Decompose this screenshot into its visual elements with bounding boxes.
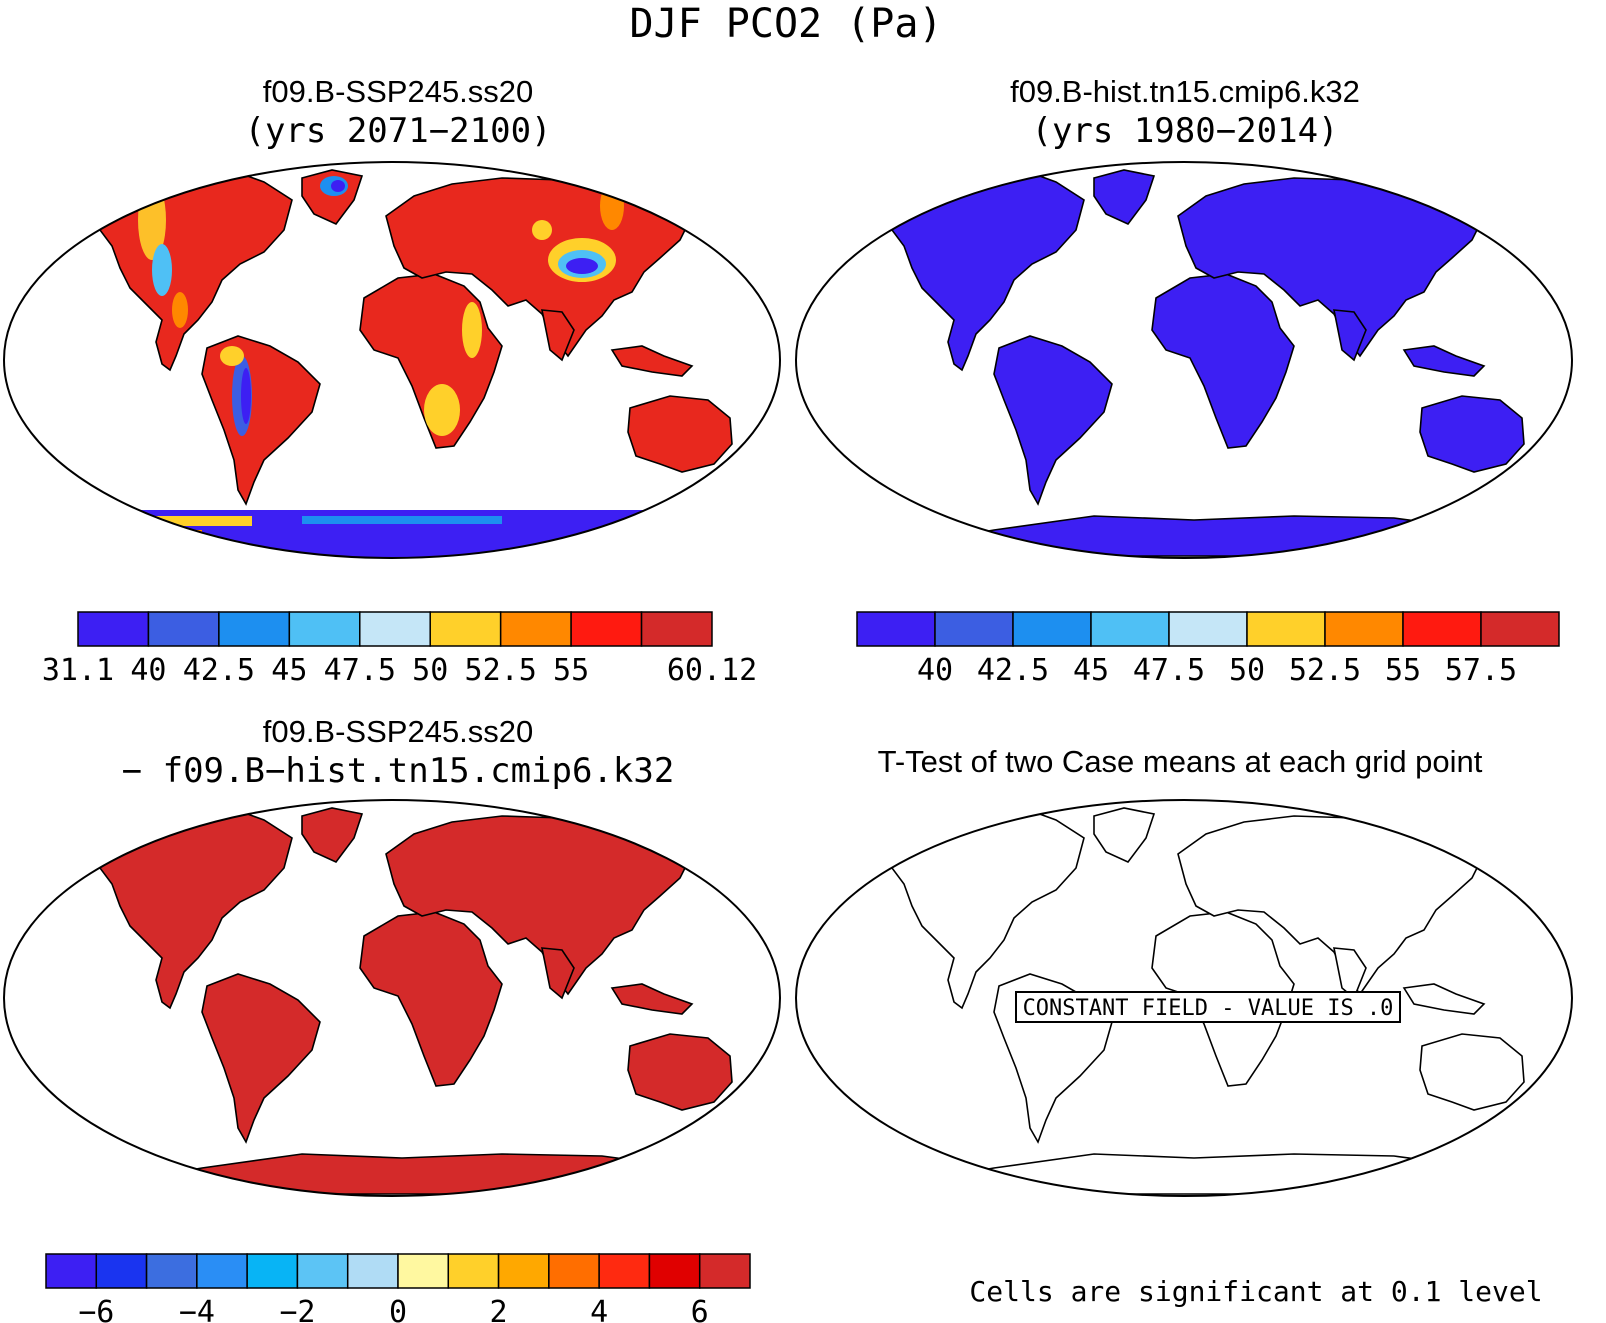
colorbar-swatch <box>934 611 1014 647</box>
panel-title: f09.B-hist.tn15.cmip6.k32 <box>1010 74 1360 109</box>
colorbar-swatch <box>397 1253 450 1289</box>
figure-title: DJF PCO2 (Pa) <box>629 1 942 47</box>
panel-case1: f09.B-SSP245.ss20 (yrs 2071−2100) <box>3 74 781 688</box>
colorbar-swatch <box>359 611 431 647</box>
colorbar-tick-label: 60.12 <box>667 653 757 688</box>
colorbar-case1: 31.1 40 42.5 45 47.5 50 52.5 55 60.12 <box>42 611 757 688</box>
colorbar-swatch <box>1168 611 1248 647</box>
colorbar-tick-label: 50 <box>412 653 448 688</box>
colorbar-case2: 40 42.5 45 47.5 50 52.5 55 57.5 <box>856 611 1560 688</box>
map-case2 <box>795 161 1573 559</box>
map-case1 <box>3 161 781 559</box>
colorbar-swatch <box>698 1253 751 1289</box>
colorbar-swatch <box>95 1253 148 1289</box>
colorbar-swatch <box>45 1253 98 1289</box>
constant-field-box <box>1015 991 1401 1023</box>
colorbar-tick-label: 0 <box>389 1295 407 1323</box>
colorbar-swatch <box>346 1253 399 1289</box>
colorbar-swatch <box>288 611 361 647</box>
constant-field-label: CONSTANT FIELD - VALUE IS .0 <box>1023 996 1394 1021</box>
map-difference <box>3 799 781 1197</box>
colorbar-tick-label: 45 <box>1073 653 1109 688</box>
panel-subtitle: − f09.B−hist.tn15.cmip6.k32 <box>122 751 675 791</box>
colorbar-tick-label: 6 <box>691 1295 709 1323</box>
panel-title: T-Test of two Case means at each grid po… <box>878 744 1483 779</box>
colorbar-swatch <box>447 1253 500 1289</box>
colorbar-swatch <box>1402 611 1482 647</box>
panel-title: f09.B-SSP245.ss20 <box>263 74 534 109</box>
colorbar-tick-label: 55 <box>553 653 589 688</box>
colorbar-tick-label: −4 <box>179 1295 215 1323</box>
panel-subtitle: (yrs 1980−2014) <box>1031 111 1338 151</box>
colorbar-tick-label: 57.5 <box>1445 653 1517 688</box>
colorbar-swatch <box>570 611 643 647</box>
colorbar-swatch <box>856 611 936 647</box>
colorbar-tick-label: 55 <box>1385 653 1421 688</box>
colorbar-swatch <box>196 1253 248 1289</box>
colorbar-tick-label: 45 <box>271 653 307 688</box>
colorbar-swatch <box>1246 611 1326 647</box>
colorbar-swatch <box>640 611 713 647</box>
colorbar-tick-label: 52.5 <box>1289 653 1361 688</box>
colorbar-swatch <box>598 1253 651 1289</box>
colorbar-tick-label: 47.5 <box>324 653 396 688</box>
significance-note: Cells are significant at 0.1 level <box>969 1275 1542 1308</box>
colorbar-tick-label: 42.5 <box>183 653 255 688</box>
colorbar-swatch <box>548 1253 600 1289</box>
colorbar-swatch <box>1012 611 1092 647</box>
colorbar-swatch <box>1324 611 1404 647</box>
colorbar-tick-label: 47.5 <box>1133 653 1205 688</box>
colorbar-swatch <box>497 1253 550 1289</box>
colorbar-tick-label: 40 <box>917 653 953 688</box>
colorbar-swatch <box>429 611 502 647</box>
panel-title: f09.B-SSP245.ss20 <box>263 714 534 749</box>
colorbar-tick-label: 52.5 <box>465 653 537 688</box>
colorbar-swatch <box>246 1253 299 1289</box>
colorbar-tick-label: 31.1 <box>42 653 114 688</box>
colorbar-swatch <box>147 611 220 647</box>
colorbar-swatch <box>1090 611 1170 647</box>
colorbar-tick-label: 40 <box>130 653 166 688</box>
colorbar-tick-label: 2 <box>490 1295 508 1323</box>
colorbar-difference: −6 −4 −2 0 2 4 6 <box>45 1253 751 1323</box>
panel-case2: f09.B-hist.tn15.cmip6.k32 (yrs 1980−2014… <box>795 74 1573 688</box>
colorbar-tick-label: 50 <box>1229 653 1265 688</box>
colorbar-swatch <box>296 1253 349 1289</box>
colorbar-swatch <box>218 611 291 647</box>
panel-subtitle: (yrs 2071−2100) <box>244 111 551 151</box>
colorbar-swatch <box>1480 611 1560 647</box>
panel-ttest: T-Test of two Case means at each grid po… <box>795 744 1573 1308</box>
colorbar-swatch <box>648 1253 701 1289</box>
colorbar-swatch <box>145 1253 198 1289</box>
colorbar-tick-label: −2 <box>279 1295 315 1323</box>
colorbar-tick-label: 42.5 <box>977 653 1049 688</box>
colorbar-swatch <box>499 611 572 647</box>
panel-difference: f09.B-SSP245.ss20 − f09.B−hist.tn15.cmip… <box>3 714 781 1323</box>
colorbar-tick-label: 4 <box>590 1295 608 1323</box>
colorbar-tick-label: −6 <box>78 1295 114 1323</box>
colorbar-swatch <box>77 611 150 647</box>
